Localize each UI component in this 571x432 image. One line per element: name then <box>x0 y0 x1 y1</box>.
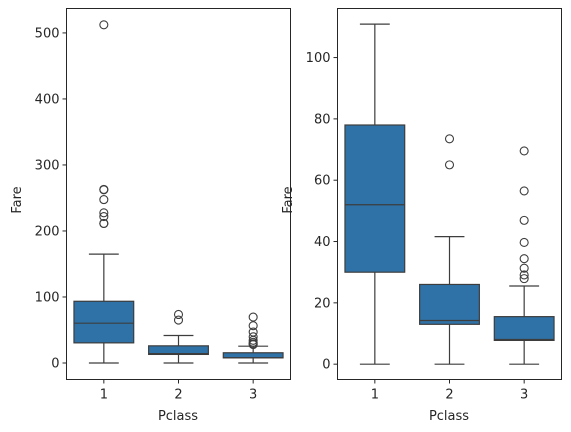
right-outlier-3 <box>519 263 529 273</box>
left-y-tick-label: 100 <box>35 290 60 305</box>
left-outlier-3 <box>248 312 258 322</box>
right-x-axis-ticks: 1 2 3 <box>371 379 528 403</box>
left-box-2 <box>148 345 209 356</box>
right-outlier-2 <box>444 160 455 170</box>
left-outlier-1 <box>99 195 109 205</box>
left-x-axis-ticks: 1 2 3 <box>100 379 257 403</box>
right-y-tick-label: 40 <box>314 235 331 250</box>
right-outlier-3 <box>519 270 529 280</box>
right-y-axis-ticks: 0 20 40 60 80 100 <box>306 51 338 373</box>
right-x-axis-label: Pclass <box>429 409 469 424</box>
left-x-tick-label: 3 <box>249 388 257 403</box>
left-y-tick-label: 200 <box>35 224 60 239</box>
right-y-tick-label: 100 <box>306 51 331 66</box>
right-outlier-3 <box>519 215 529 225</box>
left-x-tick-label: 2 <box>174 388 182 403</box>
right-x-tick-label: 1 <box>371 388 379 403</box>
right-y-tick-label: 60 <box>314 174 331 189</box>
right-outlier-3 <box>519 146 529 156</box>
right-box-2 <box>419 283 480 325</box>
left-y-tick-label: 500 <box>35 26 60 41</box>
right-boxplot-marks <box>344 23 555 365</box>
right-x-tick-label: 3 <box>520 388 528 403</box>
right-outlier-2 <box>444 134 455 144</box>
left-y-tick-label: 0 <box>51 356 59 371</box>
left-outlier-1 <box>99 20 109 30</box>
left-outlier-3 <box>248 321 258 331</box>
left-y-tick-label: 300 <box>35 158 60 173</box>
right-box-1 <box>344 124 406 273</box>
right-y-tick-label: 20 <box>314 296 331 311</box>
left-boxplot-marks <box>73 20 284 364</box>
left-y-axis-ticks: 0 100 200 300 400 500 <box>35 26 67 371</box>
right-outlier-3 <box>519 237 529 247</box>
left-x-axis-label: Pclass <box>158 409 198 424</box>
left-outlier-2 <box>173 309 184 320</box>
right-outlier-3 <box>519 254 529 264</box>
left-outlier-1 <box>99 212 109 222</box>
left-outlier-1 <box>99 218 109 228</box>
left-x-tick-label: 1 <box>100 388 108 403</box>
left-y-tick-label: 400 <box>35 92 60 107</box>
right-y-tick-label: 0 <box>322 358 330 373</box>
left-outlier-3 <box>248 327 258 337</box>
right-box-3 <box>493 316 555 342</box>
left-outlier-1 <box>99 184 109 194</box>
right-boxplot-panel: 0 20 40 60 80 100 1 2 3 Pclass Fare <box>281 8 562 424</box>
left-outlier-1 <box>99 208 109 218</box>
left-y-axis-label: Fare <box>10 186 25 213</box>
left-outlier-3 <box>248 332 258 342</box>
right-outlier-3 <box>519 274 529 284</box>
right-y-tick-label: 80 <box>314 112 331 127</box>
left-outlier-2 <box>173 315 184 325</box>
right-x-tick-label: 2 <box>445 388 453 403</box>
right-outlier-3 <box>519 186 529 196</box>
left-boxplot-panel: 0 100 200 300 400 500 1 2 3 Pclass Fare <box>10 8 291 424</box>
left-box-1 <box>73 300 135 344</box>
right-y-axis-label: Fare <box>281 186 296 213</box>
